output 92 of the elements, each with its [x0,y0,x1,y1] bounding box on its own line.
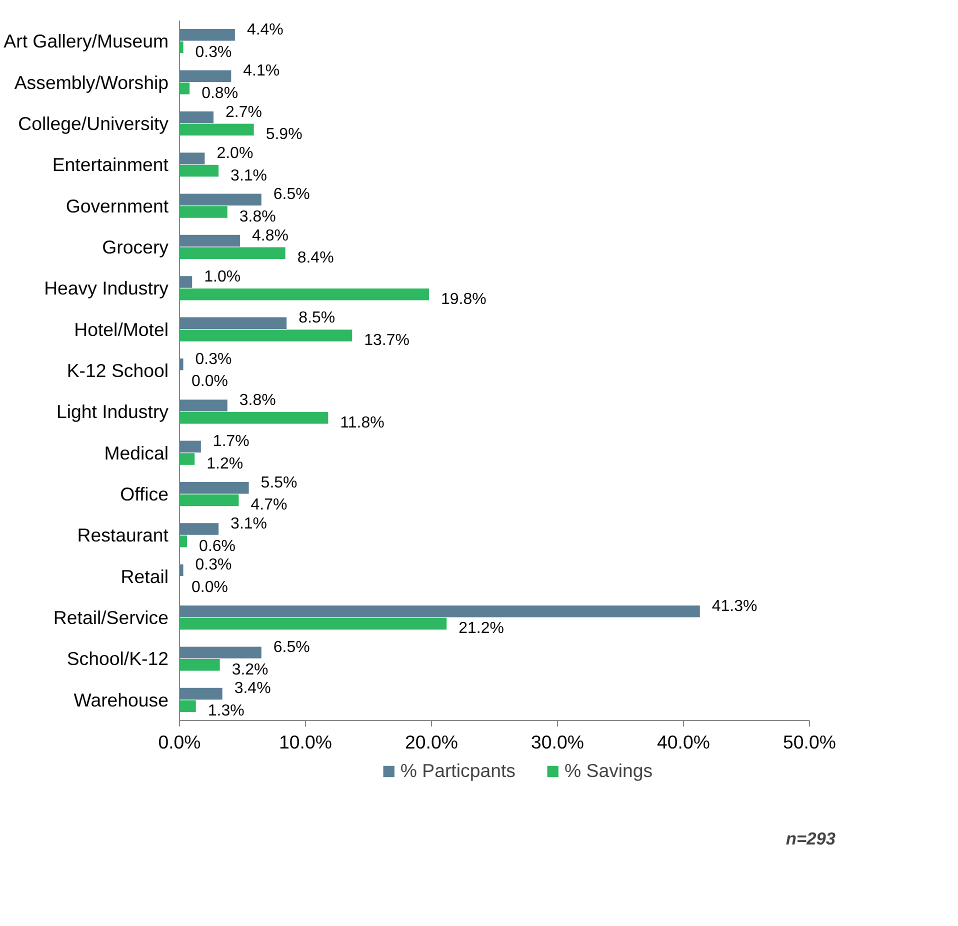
y-tick-label: Retail [120,566,169,587]
bar [180,234,240,247]
x-tick-label: 10.0% [279,732,332,752]
bar [180,111,214,124]
data-label: 19.8% [440,290,486,308]
x-tick-label: 40.0% [657,732,710,752]
data-label: 1.0% [204,268,241,286]
bar [180,206,228,218]
y-tick-label: Light Industry [56,401,170,422]
bar [180,317,287,330]
bar [180,606,700,618]
data-label: 3.1% [230,516,268,533]
data-label: 6.5% [273,639,310,656]
bar [180,358,184,370]
x-tick-label: 30.0% [531,732,584,752]
bar [180,247,286,260]
data-label: 0.0% [192,373,228,390]
legend-label: % Particpants [400,760,516,782]
y-tick-label: Art Gallery/Museum [4,30,169,52]
bar [180,494,239,506]
data-label: 2.7% [226,104,262,121]
bar [180,536,188,548]
data-label: 0.3% [195,350,232,368]
data-label: 4.7% [250,496,288,514]
bar [180,618,447,630]
bar [180,700,196,712]
legend-label: % Savings [564,760,653,782]
data-label: 0.0% [192,579,228,596]
data-label: 4.8% [252,227,288,244]
bar [180,453,195,465]
data-label: 0.3% [195,44,232,61]
data-label: 3.8% [239,392,276,409]
bar [180,482,249,494]
y-tick-label: Heavy Industry [44,278,170,299]
data-label: 8.5% [298,310,336,327]
y-tick-label: Hotel/Motel [74,318,169,340]
bar [180,412,328,424]
data-label: 5.5% [260,474,298,492]
bar [180,688,222,700]
data-label: 3.2% [232,661,268,678]
data-label: 13.7% [364,332,410,349]
y-tick-label: K-12 School [66,360,169,381]
data-label: 4.4% [246,21,284,38]
y-tick-label: School/K-12 [66,648,169,670]
data-label: 4.1% [243,62,280,80]
bar [180,41,184,54]
data-label: 0.6% [199,538,236,555]
data-label: 0.3% [195,556,232,574]
bar [180,164,219,177]
y-tick-label: Restaurant [77,524,170,546]
bar [180,288,429,300]
y-tick-label: Medical [104,442,169,464]
y-tick-label: Retail/Service [53,607,169,628]
bar [180,82,190,94]
data-label: 5.9% [266,126,302,144]
data-label: 3.4% [234,680,271,698]
data-label: 1.2% [206,456,244,473]
bar [180,440,201,453]
data-label: 8.4% [297,250,334,267]
data-label: 1.7% [212,433,250,450]
bar [180,70,232,82]
bar [180,152,205,164]
x-tick-label: 20.0% [405,732,458,752]
bar [180,194,262,206]
x-tick-label: 50.0% [783,732,836,752]
bar [180,400,228,412]
data-label: 3.1% [230,167,268,184]
x-tick-label: 0.0% [158,732,201,752]
bar [180,564,184,576]
y-tick-label: Warehouse [74,689,169,710]
bar [180,330,352,342]
y-tick-label: College/University [18,112,170,134]
bar [180,646,262,658]
data-label: 2.0% [216,144,254,162]
data-label: 21.2% [458,620,504,638]
y-tick-label: Government [66,195,170,216]
data-label: 6.5% [273,186,310,204]
bar [180,29,235,41]
y-tick-label: Grocery [102,236,170,258]
y-tick-label: Office [120,484,168,505]
bar [180,659,220,671]
bar [180,523,219,535]
data-label: 0.8% [202,84,238,102]
y-tick-label: Assembly/Worship [14,72,169,93]
data-label: 41.3% [712,598,758,615]
text: n=293 [786,828,836,849]
data-label: 1.3% [208,702,244,720]
data-label: 11.8% [340,414,384,432]
bar [180,124,254,136]
y-tick-label: Entertainment [52,154,170,176]
bar [180,276,192,288]
data-label: 3.8% [239,208,276,226]
